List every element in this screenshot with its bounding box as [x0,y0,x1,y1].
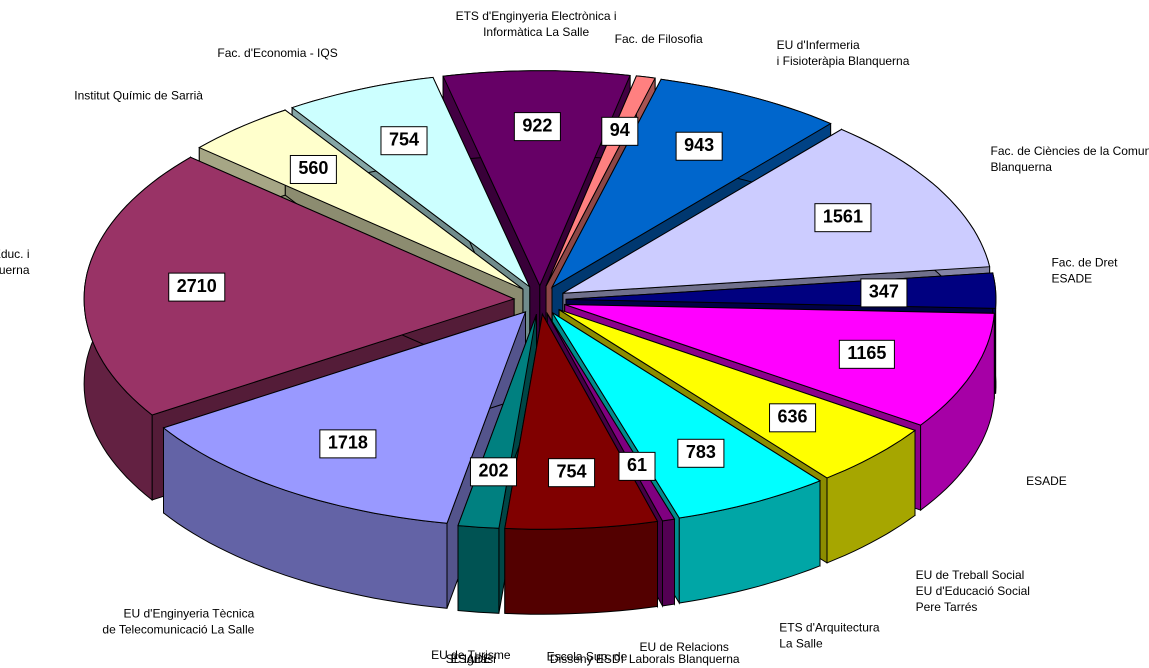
value-text: 202 [478,461,508,481]
value-label: 202 [469,457,518,487]
value-box [838,339,895,369]
value-text: 1718 [328,433,368,453]
value-label: 754 [380,126,428,156]
category-label: St. Ignasi [446,652,496,666]
value-text: 943 [684,135,714,155]
value-label: 943 [675,131,723,161]
category-label: Disseny ESDI [550,652,624,666]
value-label: 560 [289,154,337,184]
category-label: i Fisioteràpia Blanquerna [777,54,910,68]
category-label: Pere Tarrés [916,600,978,614]
value-text: 754 [557,461,587,481]
slice-top [550,78,832,289]
category-label: ESADE [450,652,491,666]
category-label: EU de Treball Social [916,568,1025,582]
value-label: 636 [769,403,817,433]
value-box [677,438,725,468]
slice-top [551,312,822,519]
slice-wall [504,520,658,615]
slice-top [162,311,527,524]
slice-top [442,70,631,287]
category-label: La Salle [779,637,823,651]
category-label: Fac. de Ciències de la Comun [991,144,1149,158]
value-text: 2710 [177,276,217,296]
category-label: EU d'Infermeria [777,38,860,52]
category-label: de Telecomunicació La Salle [102,623,254,637]
category-label: de l'Esport Blanquerna [0,263,30,277]
value-text: 61 [627,455,647,475]
category-label: Institut Químic de Sarrià [74,89,203,103]
value-label: 61 [618,451,656,481]
value-box [548,458,596,488]
value-label: 94 [601,116,639,146]
category-label: ETS d'Enginyeria Electrònica i [456,9,617,23]
slice-top [198,109,524,290]
value-label: 2710 [168,272,226,302]
value-box [618,451,656,481]
category-label: Fac. d'Economia - IQS [217,46,337,60]
slice-wall [457,525,500,614]
category-label: Escola Sup. de [547,649,628,663]
value-text: 922 [522,115,552,135]
value-text: 1165 [847,343,886,363]
category-label: Informàtica La Salle [483,25,589,39]
category-label: Fac. de Dret [1051,256,1118,270]
category-label: Fac. de Filosofia [615,32,703,46]
value-text: 560 [298,158,328,178]
value-label: 783 [677,438,725,468]
value-text: 1561 [823,206,863,226]
slice-top [291,76,531,288]
slice-top [83,156,516,416]
slice-top [564,304,995,426]
category-label: Blanquerna [991,160,1053,174]
category-label: EU d'Enginyeria Tècnica [123,607,254,621]
value-box [289,154,337,184]
value-label: 1165 [838,339,895,369]
value-box [860,278,908,308]
value-box [319,429,377,459]
value-box [380,126,428,156]
value-text: 347 [869,282,899,302]
category-label: ETS d'Arquitectura [779,621,880,635]
slice-top [558,309,917,479]
value-box [469,457,518,487]
value-label: 922 [513,112,561,142]
value-box [769,403,817,433]
category-label: Fac. de Psicologia, C. de l'Educ. i [0,247,30,261]
category-label: ESADE [1051,272,1092,286]
category-label: EU de Turisme [431,648,511,662]
value-text: 754 [389,129,419,149]
category-label: Laborals Blanquerna [629,652,740,666]
value-label: 347 [860,278,908,308]
value-text: 94 [610,120,630,140]
value-box [675,131,723,161]
value-box [168,272,226,302]
value-label: 1561 [814,203,872,233]
value-label: 1718 [319,429,377,459]
value-box [513,112,561,142]
category-label: EU de Relacions [640,640,729,654]
value-box [814,203,872,233]
value-box [601,116,639,146]
slice-wall [662,518,675,607]
slice-top [562,128,991,294]
category-label: ESADE [1026,474,1067,488]
value-text: 636 [778,407,808,427]
value-label: 754 [548,458,596,488]
category-label: EU d'Educació Social [916,584,1030,598]
value-text: 783 [686,442,716,462]
